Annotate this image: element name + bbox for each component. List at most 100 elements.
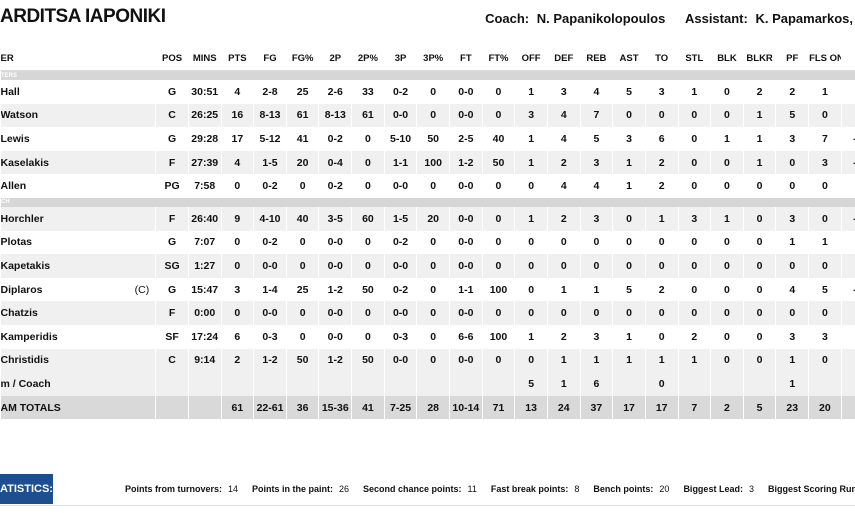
stat-cell: 0 [546, 230, 581, 255]
stat-cell: 23 [775, 395, 809, 420]
stat-cell: 5 [775, 103, 809, 128]
stat-cell: 0 [579, 254, 613, 278]
stat-cell: 0 [808, 174, 842, 198]
stat-cell: 0 [742, 206, 776, 231]
stat-cell: 0 [285, 230, 319, 255]
stat-cell: 0 [808, 254, 842, 278]
stat-cell: 2 [546, 206, 581, 231]
player-row: Kaselakis F 27:39 4 1-5 20 0-4 0 1-1 100 1-2 50 1 2 3 1… [0, 150, 855, 175]
stat-cell: 0 [220, 301, 254, 325]
stat-cell: ( [840, 301, 855, 325]
stat-item: Fast break points: 8 [491, 484, 580, 494]
stat-cell: 2-8 [253, 80, 287, 104]
stat-value: 3 [748, 484, 754, 494]
stat-cell: 1 [775, 372, 809, 396]
player-row: Watson C 26:25 16 8-13 61 8-13 61 0-0 0 0-0 0 3 4 7 0 0 0… [0, 103, 855, 128]
stat-cell: 0 [416, 174, 450, 198]
stat-cell: 0-0 [383, 254, 417, 278]
stat-cell: 7:58 [187, 174, 222, 198]
stat-cell: 2 [840, 230, 855, 255]
stat-cell: 17 [220, 127, 254, 151]
stat-cell: 2-6 [318, 80, 352, 104]
stat-cell: 0 [416, 277, 450, 302]
stat-cell [155, 372, 189, 396]
stat-cell: 0 [808, 301, 842, 325]
stat-cell: - [840, 348, 855, 373]
stat-cell: 0 [285, 301, 319, 325]
column-header: STL [677, 46, 711, 71]
stat-cell: 0 [677, 103, 711, 128]
stat-cell: 0 [285, 174, 319, 198]
stat-cell: 0 [677, 230, 711, 255]
section-row: CH [0, 197, 855, 207]
stat-cell: C [155, 348, 189, 373]
stat-cell [416, 372, 450, 396]
stat-cell: 1 [612, 174, 646, 198]
stat-cell: 0-0 [318, 230, 352, 255]
stat-cell: 17:24 [187, 324, 222, 349]
stat-cell: 0 [514, 301, 548, 325]
stat-cell: 3 [220, 277, 254, 302]
stat-value: 20 [659, 484, 670, 494]
player-name: Allen [1, 174, 156, 198]
stat-cell: 1 [546, 372, 581, 396]
stat-cell: 0 [351, 127, 385, 151]
stat-cell: 25 [285, 80, 319, 104]
stat-cell: 16 [220, 103, 254, 128]
stat-cell: 27:39 [187, 150, 222, 175]
stat-cell: 50 [285, 348, 319, 373]
stat-cell: 3 [775, 206, 809, 231]
stat-cell: 3 [579, 206, 613, 231]
column-header: FT% [481, 46, 515, 71]
stat-cell: 20 [808, 395, 842, 420]
stat-cell: 0 [481, 103, 515, 128]
name-text: Allen [0, 180, 27, 193]
stat-cell: 6 [220, 324, 254, 349]
stat-value: 14 [227, 484, 238, 494]
stat-cell: -2 [840, 150, 855, 175]
stat-cell: 30:51 [187, 80, 222, 104]
totals-row: AM TOTALS 61 22-61 36 15-36 41 7-25 28 10-14 71 13… [0, 395, 855, 420]
stat-cell: 7 [808, 127, 842, 151]
column-header: TO [644, 46, 678, 71]
stat-item: Biggest Scoring Run:9 [768, 484, 855, 494]
stat-cell: 0 [416, 324, 450, 349]
stat-cell: 0 [677, 150, 711, 175]
stat-cell [840, 395, 855, 420]
stat-cell: 15-36 [318, 395, 352, 420]
player-name: Lewis [1, 127, 156, 151]
column-header: DEF [546, 46, 581, 71]
name-text: Lewis [0, 132, 30, 145]
stat-item: Points in the paint: 26 [252, 484, 349, 494]
stat-cell: 0 [416, 348, 450, 373]
stat-cell: 2-5 [449, 127, 483, 151]
column-header: 2P [318, 46, 352, 71]
stat-cell: 0 [351, 254, 385, 278]
stat-cell: 5-12 [253, 127, 287, 151]
team-title: ARDITSA IAPONIKI [0, 6, 166, 27]
stat-cell: 0-0 [253, 301, 287, 325]
name-text: Plotas [0, 236, 33, 249]
name-text: Watson [0, 109, 39, 122]
stat-cell: 17 [612, 395, 646, 420]
stat-cell: 7:07 [187, 230, 222, 255]
coach-label: Coach: [485, 11, 530, 26]
stat-cell: 0 [514, 230, 548, 255]
stat-cell: 4 [546, 174, 581, 198]
stat-cell: 61 [285, 103, 319, 128]
stat-cell: G [155, 230, 189, 255]
stat-cell: 0 [677, 301, 711, 325]
stat-cell: 3 [514, 103, 548, 128]
stat-cell: 0 [710, 230, 744, 255]
stat-cell: 0 [710, 174, 744, 198]
stat-cell: 0 [416, 254, 450, 278]
stat-cell: 0 [775, 301, 809, 325]
stat-cell: 0-0 [318, 301, 352, 325]
player-name: m / Coach [0, 372, 156, 396]
stat-cell [383, 372, 417, 396]
column-header: BLKR [742, 46, 776, 71]
stat-cell: 0 [481, 80, 515, 104]
stat-cell: 25 [285, 277, 319, 302]
stat-cell: 1-2 [449, 150, 483, 175]
name-text: Hall [0, 85, 20, 98]
